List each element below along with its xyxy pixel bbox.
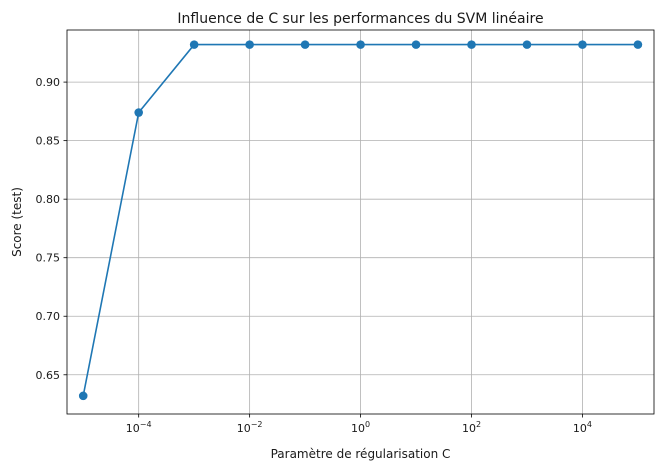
x-tick-label: 100 xyxy=(351,420,370,435)
grid xyxy=(67,30,654,414)
x-tick-label: 10−4 xyxy=(126,420,152,435)
y-tick-label: 0.90 xyxy=(36,76,61,89)
series xyxy=(78,40,643,401)
y-tick-label: 0.75 xyxy=(36,252,61,265)
y-axis-ticks: 0.65 0.70 0.75 0.80 0.85 0.90 xyxy=(36,76,67,382)
data-point xyxy=(300,40,310,49)
y-tick-label: 0.80 xyxy=(36,193,61,206)
x-tick-label: 102 xyxy=(462,420,481,435)
data-point xyxy=(411,40,421,49)
x-axis-ticks: 10−4 10−2 100 102 104 xyxy=(126,414,592,435)
data-point xyxy=(578,40,587,49)
x-axis-label: Paramètre de régularisation C xyxy=(271,447,451,461)
y-tick-label: 0.65 xyxy=(36,369,61,382)
data-point xyxy=(189,40,199,49)
data-point xyxy=(134,108,143,117)
chart-title: Influence de C sur les performances du S… xyxy=(177,11,543,27)
data-point xyxy=(467,40,476,49)
y-tick-label: 0.70 xyxy=(36,310,61,323)
x-tick-label: 104 xyxy=(573,420,592,435)
y-axis-label: Score (test) xyxy=(10,187,24,257)
data-point xyxy=(245,40,254,49)
data-point xyxy=(633,40,643,49)
data-point xyxy=(78,391,88,401)
data-point xyxy=(356,40,365,49)
x-tick-label: 10−2 xyxy=(237,420,263,435)
y-tick-label: 0.85 xyxy=(36,135,61,148)
data-point xyxy=(522,40,532,49)
